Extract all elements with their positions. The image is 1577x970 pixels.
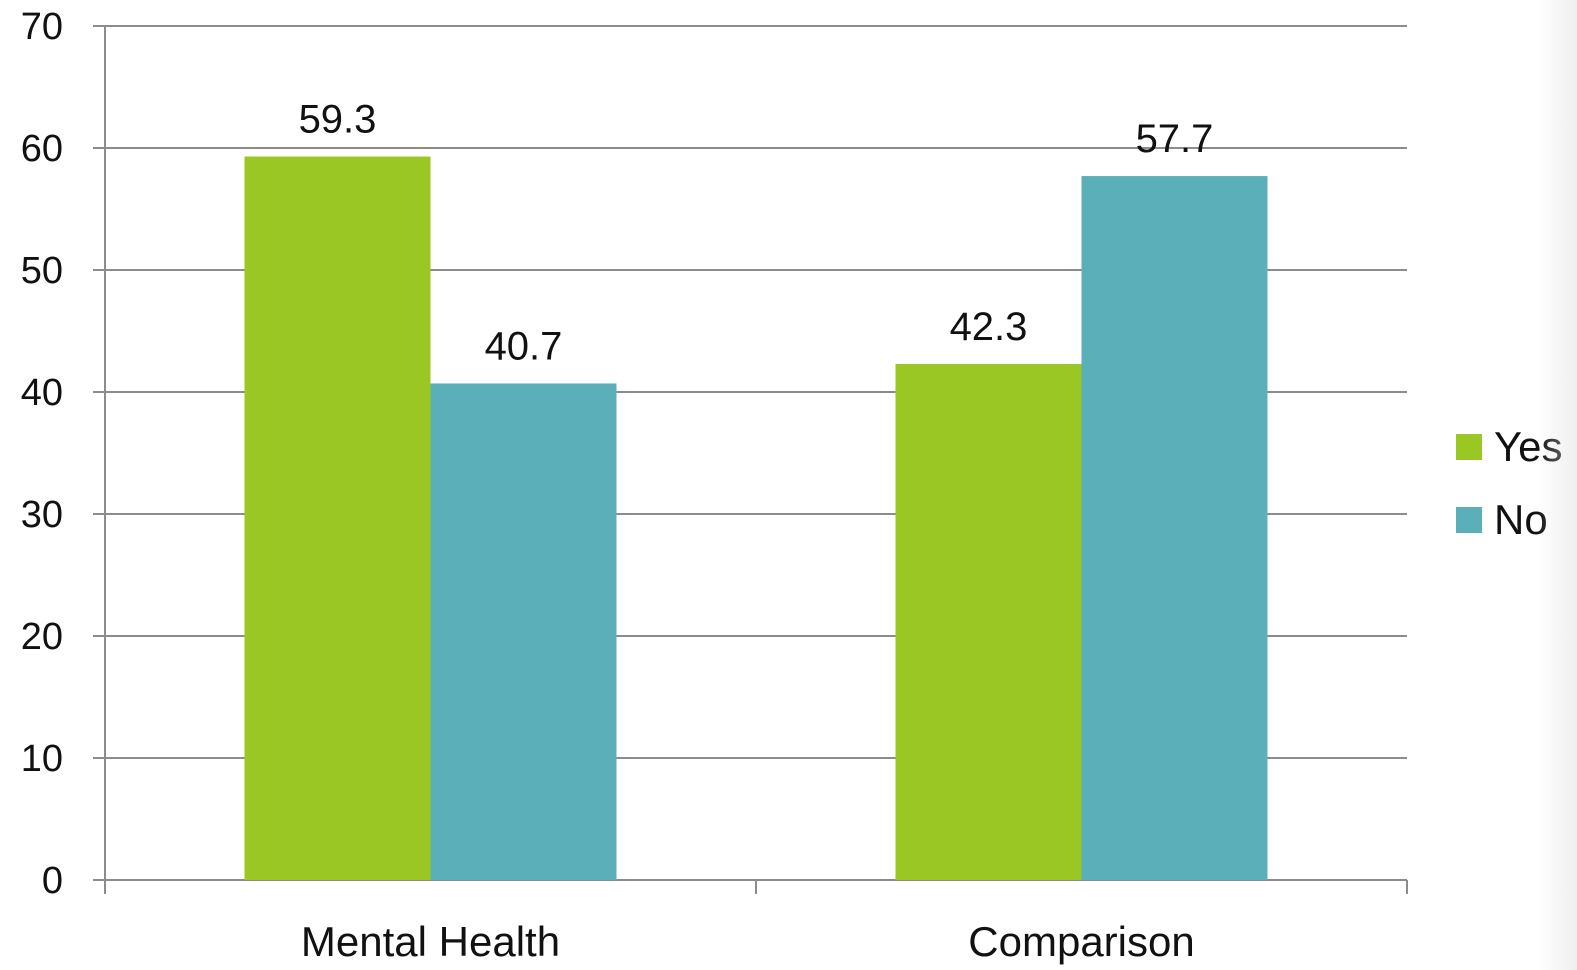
bar [430,383,617,880]
data-label: 59.3 [299,98,377,142]
data-labels: 59.3 40.7 42.3 57.7 [299,98,1214,369]
x-category-label: Mental Health [301,918,560,965]
edge-shading [1537,0,1577,970]
bar [244,156,431,881]
tick-labels: 0 10 20 30 40 50 60 70 Mental Health Comparison [21,6,1195,965]
y-tick-label: 40 [21,372,63,414]
legend-swatch [1456,507,1482,533]
y-tick-label: 50 [21,250,63,292]
bar [1081,176,1268,880]
data-label: 40.7 [485,324,563,368]
bars [244,156,1268,881]
data-label: 42.3 [950,305,1028,349]
y-tick-label: 70 [21,6,63,48]
y-tick-label: 20 [21,616,63,658]
bar [895,363,1082,880]
y-tick-label: 0 [42,860,63,902]
y-tick-label: 30 [21,494,63,536]
x-category-label: Comparison [968,918,1194,965]
y-tick-label: 10 [21,738,63,780]
legend-swatch [1456,434,1482,460]
data-label: 57.7 [1136,117,1214,161]
y-tick-label: 60 [21,128,63,170]
